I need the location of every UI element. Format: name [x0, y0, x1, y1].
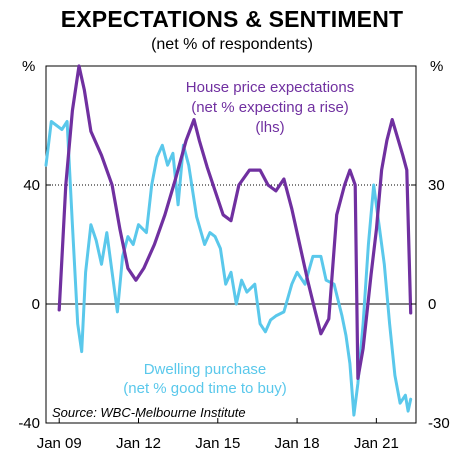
- x-tick-label: Jan 18: [275, 435, 320, 452]
- series-label-line: (net % expecting a rise): [191, 99, 349, 116]
- chart-title: EXPECTATIONS & SENTIMENT: [60, 6, 404, 32]
- y-right-tick-label: 0: [428, 296, 436, 313]
- right-axis-unit: %: [430, 58, 444, 75]
- series-annotations: House price expectations (net % expecting…: [123, 79, 354, 397]
- y-left-tick-label: 40: [23, 177, 40, 194]
- series-label-line: House price expectations: [186, 79, 354, 96]
- x-tick-label: Jan 09: [37, 435, 82, 452]
- series-line-dwelling-purchase: [44, 120, 413, 417]
- plot-border: [45, 65, 417, 424]
- gridlines: [46, 184, 416, 305]
- plot-frame: [45, 65, 417, 424]
- x-tick-label: Jan 21: [354, 435, 399, 452]
- y-left-tick-label: 0: [32, 296, 40, 313]
- y-right-tick-label: 30: [428, 177, 445, 194]
- left-axis-unit: %: [22, 58, 36, 75]
- series-label-line: Dwelling purchase: [144, 361, 267, 378]
- y-left-tick-label: -40: [18, 415, 40, 432]
- series-lines: [44, 64, 413, 417]
- y-right-tick-label: -30: [428, 415, 450, 432]
- series-line-house-price-expectations: [57, 64, 413, 380]
- tick-labels: Jan 09 Jan 12 Jan 15 Jan 18 Jan 21 -40 0 40 -30 0…: [18, 177, 449, 452]
- series-label-line: (lhs): [255, 119, 284, 136]
- chart-subtitle: (net % of respondents): [151, 36, 313, 53]
- x-tick-label: Jan 15: [195, 435, 240, 452]
- series-label-line: (net % good time to buy): [123, 380, 286, 397]
- x-tick-label: Jan 12: [116, 435, 161, 452]
- source-note: Source: WBC-Melbourne Institute: [52, 405, 246, 420]
